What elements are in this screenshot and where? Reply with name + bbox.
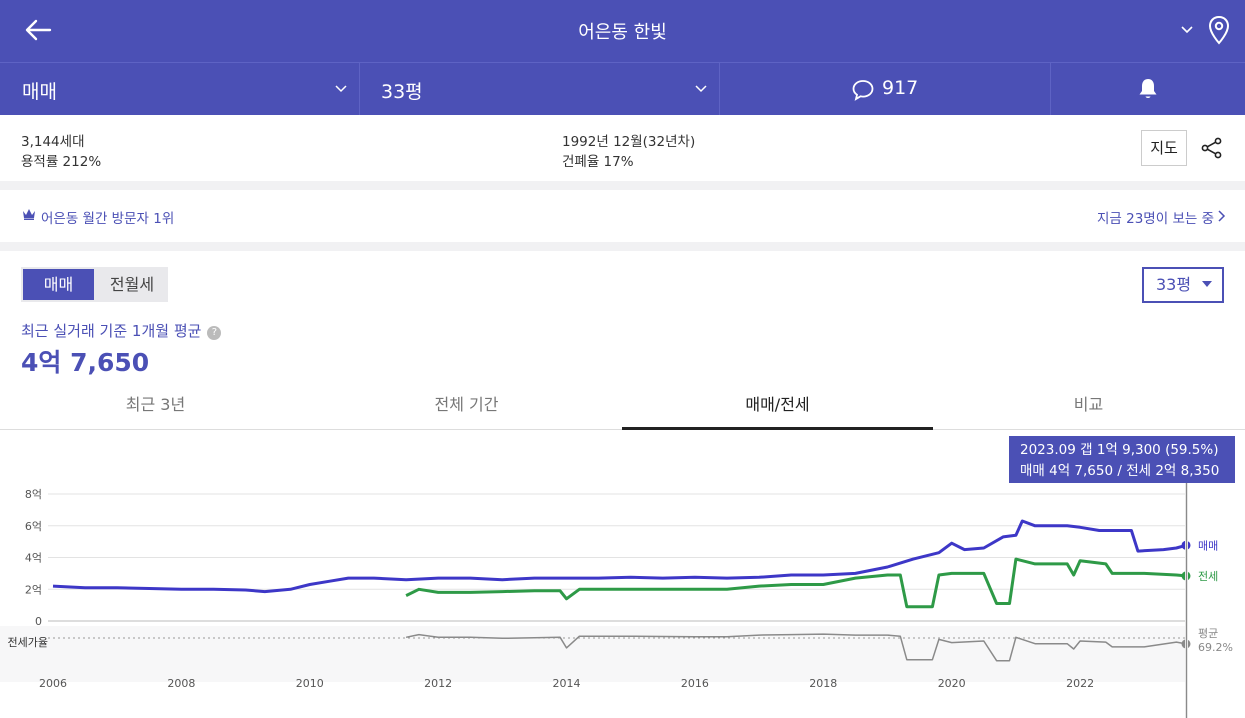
y-tick-label: 2억: [25, 583, 42, 596]
area-select[interactable]: 33평: [1142, 267, 1224, 303]
bell-icon: [1139, 79, 1157, 98]
series-line-2: [405, 633, 1187, 662]
built-year: 1992년 12월(32년차): [562, 134, 696, 150]
average-label: 최근 실거래 기준 1개월 평균?: [21, 320, 222, 341]
help-icon[interactable]: ?: [207, 326, 222, 340]
trade-type-dropdown[interactable]: 매매: [0, 63, 360, 116]
visitor-rank-banner[interactable]: 어은동 월간 방문자 1위 지금 23명이 보는 중: [0, 190, 1245, 242]
households: 3,144세대: [21, 134, 85, 150]
rank-text: 어은동 월간 방문자 1위: [41, 211, 175, 227]
map-button[interactable]: 지도: [1141, 130, 1187, 166]
period-tabs: 최근 3년 전체 기간 매매/전세 비교: [0, 386, 1245, 430]
trade-segment-control: 매매 전월세: [21, 267, 168, 302]
share-icon[interactable]: [1200, 136, 1224, 160]
ratio-axis-label: 전세가율: [8, 636, 48, 649]
area-dropdown[interactable]: 33평: [360, 63, 720, 116]
location-pin-icon[interactable]: [1206, 14, 1232, 46]
x-tick-label: 2018: [809, 677, 837, 690]
x-tick-label: 2016: [681, 677, 709, 690]
x-tick-label: 2008: [167, 677, 195, 690]
back-arrow-icon[interactable]: [22, 14, 54, 46]
tab-compare[interactable]: 비교: [1073, 395, 1104, 414]
area-label: 33평: [381, 81, 423, 103]
series-line-0: [52, 519, 1187, 594]
top-bar: 어은동 한빛: [0, 0, 1245, 62]
price-chart[interactable]: 8억 6억 4억 2억 0 전세가율 2006 2008 2010 2012 2014 2016 201…: [0, 431, 1245, 718]
series-line-1: [405, 557, 1187, 609]
section-divider: [0, 242, 1245, 251]
area-select-value: 33평: [1156, 275, 1192, 294]
chevron-down-icon[interactable]: [1178, 20, 1196, 38]
y-tick-label: 6억: [25, 520, 42, 533]
tooltip-prices: 매매 4억 7,650 / 전세 2억 8,350: [1020, 463, 1220, 479]
x-tick-label: 2014: [553, 677, 581, 690]
y-tick-label: 4억: [25, 552, 42, 565]
tooltip-gap: 2023.09 갭 1억 9,300 (59.5%): [1020, 442, 1219, 458]
filter-bar: 매매 33평 917: [0, 62, 1245, 116]
series-end-label: 매매: [1198, 539, 1218, 552]
segment-rent[interactable]: 전월세: [109, 275, 155, 294]
series-end-label: 평균: [1198, 627, 1218, 640]
ratio-band: [0, 626, 1186, 682]
crown-icon: [23, 209, 35, 220]
tab-all-period[interactable]: 전체 기간: [434, 395, 499, 414]
x-tick-label: 2010: [296, 677, 324, 690]
chevron-right-icon: [1218, 210, 1226, 222]
speech-bubble-icon: [852, 80, 874, 101]
chevron-down-icon: [695, 85, 707, 93]
y-tick-label: 8억: [25, 488, 42, 501]
x-tick-label: 2006: [39, 677, 67, 690]
chevron-down-icon: [335, 85, 347, 93]
building-coverage-ratio: 건폐율 17%: [562, 154, 634, 170]
series-end-label: 전세: [1198, 570, 1218, 583]
caret-down-icon: [1202, 281, 1212, 287]
y-tick-label: 0: [35, 615, 42, 628]
page-title[interactable]: 어은동 한빛: [578, 22, 667, 43]
complex-info: 3,144세대 용적률 212% 1992년 12월(32년차) 건폐율 17%: [0, 115, 1245, 181]
x-tick-label: 2020: [938, 677, 966, 690]
viewer-count: 지금 23명이 보는 중: [1097, 211, 1214, 227]
notification-button[interactable]: [1051, 63, 1245, 116]
x-tick-label: 2022: [1066, 677, 1094, 690]
series-end-label: 69.2%: [1198, 641, 1233, 654]
average-label-text: 최근 실거래 기준 1개월 평균: [21, 322, 202, 340]
segment-sale[interactable]: 매매: [23, 269, 94, 300]
average-price: 4억 7,650: [21, 348, 150, 377]
section-divider: [0, 181, 1245, 190]
tab-recent-3y[interactable]: 최근 3년: [125, 395, 186, 414]
comment-count: 917: [882, 77, 919, 99]
trade-type-label: 매매: [22, 81, 57, 103]
comments-button[interactable]: 917: [720, 63, 1051, 116]
floor-area-ratio: 용적률 212%: [21, 154, 102, 170]
tab-sale-jeonse[interactable]: 매매/전세: [622, 386, 933, 430]
x-tick-label: 2012: [424, 677, 452, 690]
chart-tooltip: 2023.09 갭 1억 9,300 (59.5%) 매매 4억 7,650 /…: [1009, 436, 1235, 483]
